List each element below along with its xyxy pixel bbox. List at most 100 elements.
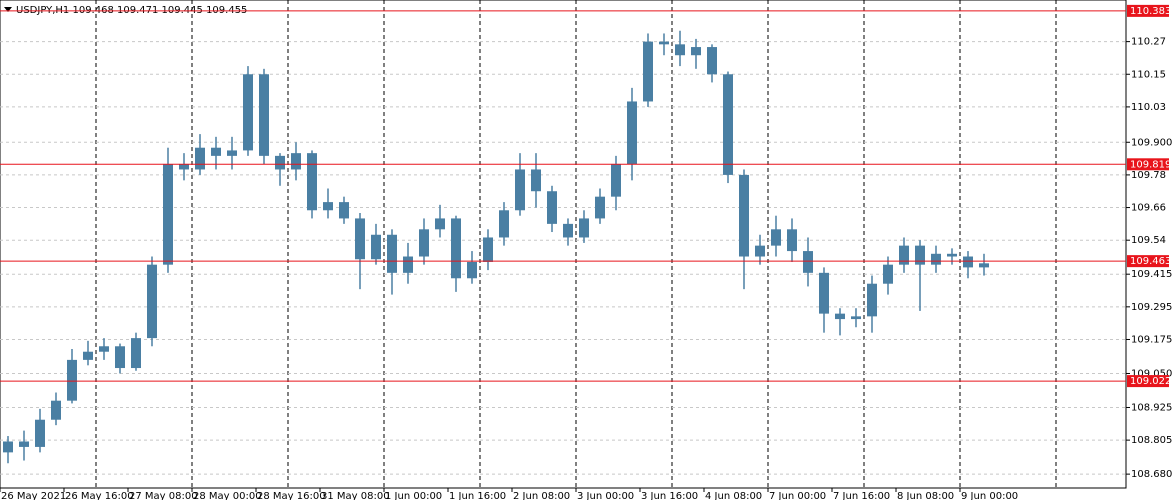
plot-frame <box>0 0 1127 489</box>
candle-body <box>99 346 109 352</box>
candle-body <box>35 419 45 447</box>
candle-body <box>83 351 93 360</box>
y-tick-label: 108.680 <box>1131 469 1172 480</box>
candle-body <box>931 253 941 265</box>
candle-body <box>499 210 509 238</box>
y-tick-label: 110.15 <box>1131 69 1166 80</box>
candle-body <box>835 313 845 320</box>
y-tick-label: 108.805 <box>1131 435 1172 446</box>
level-label-bg <box>1127 255 1169 268</box>
candle-body <box>275 155 285 170</box>
y-tick-label: 109.415 <box>1131 269 1172 280</box>
y-tick-label: 109.295 <box>1131 302 1172 313</box>
candle-body <box>115 346 125 369</box>
level-label: 109.022 <box>1130 376 1171 387</box>
candle-body <box>739 174 749 257</box>
candle-body <box>787 229 797 252</box>
candle-body <box>579 218 589 238</box>
candle-body <box>435 218 445 230</box>
candle-body <box>515 169 525 211</box>
x-tick-label: 1 Jun 16:00 <box>449 491 506 500</box>
x-tick-label: 4 Jun 08:00 <box>705 491 762 500</box>
candle-body <box>947 253 957 257</box>
candle-body <box>867 283 877 317</box>
candle-body <box>131 338 141 369</box>
y-tick-label: 110.27 <box>1131 37 1166 48</box>
candle-body <box>259 74 269 156</box>
x-tick-label: 8 Jun 08:00 <box>897 491 954 500</box>
candle-body <box>291 153 301 170</box>
candle-body <box>707 47 717 75</box>
candle-body <box>675 44 685 56</box>
candle-body <box>771 229 781 246</box>
candle-body <box>19 441 29 447</box>
x-tick-label: 31 May 08:00 <box>321 491 390 500</box>
y-tick-label: 108.925 <box>1131 402 1172 413</box>
y-tick-label: 110.03 <box>1131 102 1166 113</box>
candle-body <box>67 359 77 401</box>
candle-body <box>51 400 61 420</box>
x-tick-label: 3 Jun 00:00 <box>577 491 634 500</box>
candle-body <box>323 202 333 211</box>
y-tick-label: 109.54 <box>1131 235 1166 246</box>
candle-body <box>851 316 861 320</box>
candle-body <box>339 202 349 219</box>
level-label-bg <box>1127 375 1169 388</box>
candle-body <box>243 74 253 151</box>
candle-body <box>723 74 733 175</box>
x-tick-label: 7 Jun 00:00 <box>769 491 826 500</box>
x-tick-label: 27 May 08:00 <box>129 491 198 500</box>
y-tick-label: 109.66 <box>1131 203 1166 214</box>
level-label: 109.463 <box>1130 256 1171 267</box>
candle-body <box>899 245 909 265</box>
candle-body <box>403 256 413 273</box>
candle-body <box>819 272 829 314</box>
level-label-bg <box>1127 158 1169 171</box>
x-tick-label: 2 Jun 08:00 <box>513 491 570 500</box>
candle-body <box>419 229 429 257</box>
candle-body <box>915 245 925 265</box>
y-tick-label: 109.78 <box>1131 170 1166 181</box>
y-tick-label: 109.175 <box>1131 334 1172 345</box>
candle-body <box>467 261 477 279</box>
candle-body <box>147 264 157 339</box>
candle-body <box>803 251 813 273</box>
x-tick-label: 7 Jun 16:00 <box>833 491 890 500</box>
candle-body <box>387 234 397 273</box>
x-tick-label: 9 Jun 00:00 <box>961 491 1018 500</box>
y-tick-label: 109.900 <box>1131 137 1172 148</box>
x-tick-label: 28 May 16:00 <box>257 491 326 500</box>
candle-body <box>755 245 765 257</box>
candle-body <box>371 234 381 260</box>
candle-body <box>611 164 621 197</box>
candle-body <box>163 164 173 265</box>
level-label: 109.819 <box>1130 159 1171 170</box>
candle-body <box>179 164 189 170</box>
candle-body <box>483 237 493 262</box>
x-tick-label: 28 May 00:00 <box>193 491 262 500</box>
candle-body <box>3 441 13 453</box>
candle-body <box>883 264 893 284</box>
candle-body <box>563 223 573 238</box>
candle-body <box>227 150 237 156</box>
candle-body <box>355 218 365 260</box>
candle-body <box>691 47 701 56</box>
candle-body <box>643 41 653 102</box>
candle-body <box>627 101 637 165</box>
y-tick-label: 109.050 <box>1131 368 1172 379</box>
candle-body <box>211 147 221 156</box>
candle-body <box>451 218 461 279</box>
candle-body <box>307 153 317 211</box>
candle-body <box>659 41 669 45</box>
candle-body <box>595 196 605 219</box>
level-label-bg <box>1127 4 1169 17</box>
collapse-icon[interactable] <box>4 7 12 12</box>
x-tick-label: 26 May 16:00 <box>65 491 134 500</box>
candle-body <box>547 191 557 224</box>
candle-body <box>195 147 205 170</box>
level-label: 110.383 <box>1130 6 1171 17</box>
x-tick-label: 1 Jun 00:00 <box>385 491 442 500</box>
candle-body <box>963 256 973 268</box>
x-tick-label: 26 May 2021 <box>1 491 66 500</box>
